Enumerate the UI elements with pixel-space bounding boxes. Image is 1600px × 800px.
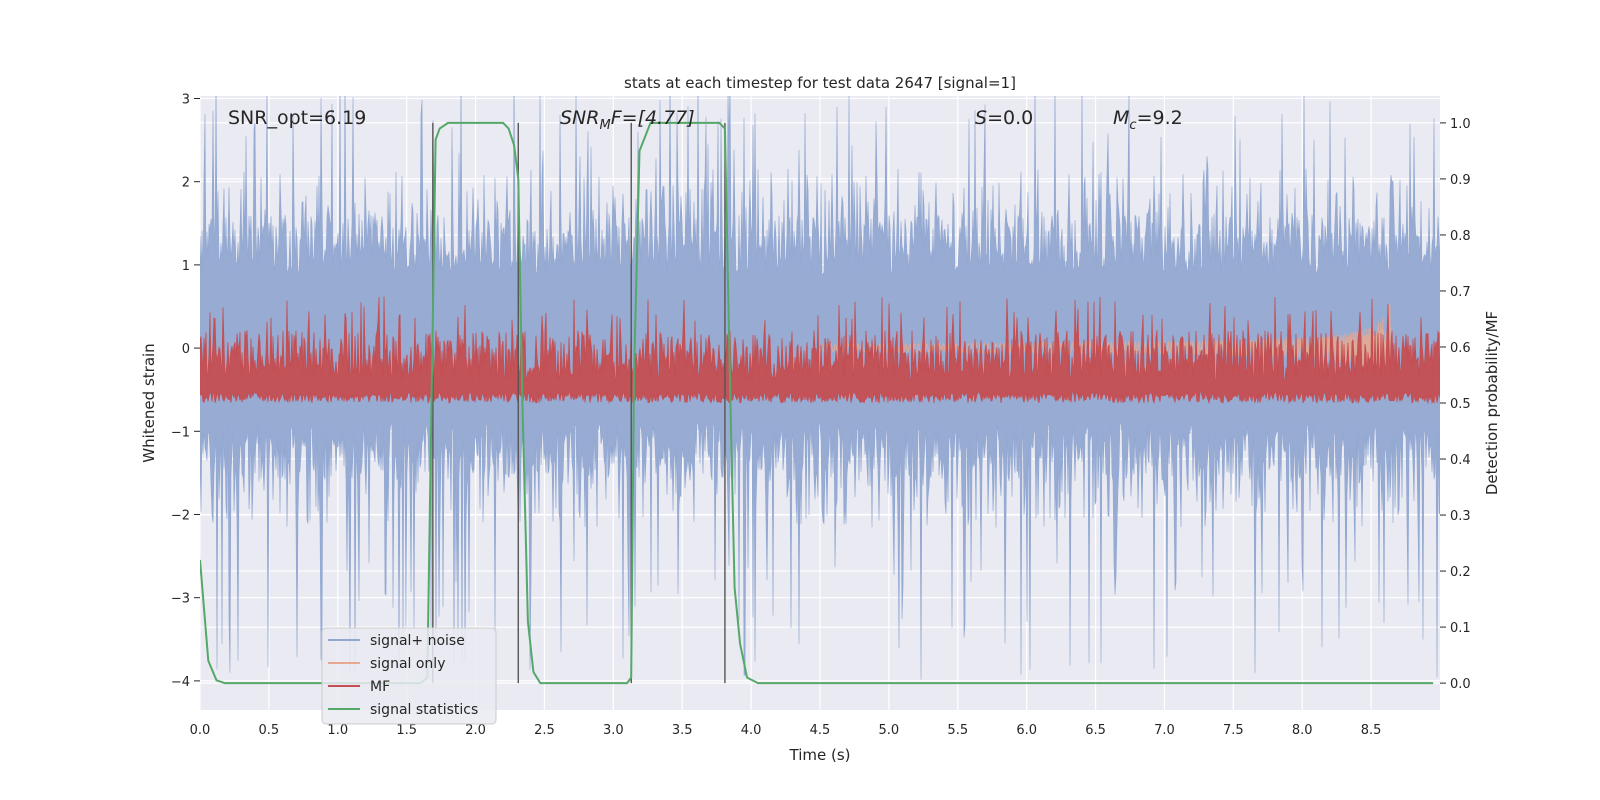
x-tick-label: 8.5: [1361, 723, 1382, 738]
y2-tick-label: 0.7: [1450, 285, 1471, 300]
y-tick-label: −4: [171, 675, 190, 690]
x-tick-label: 3.0: [603, 723, 624, 738]
legend-label-signal-noise: signal+ noise: [370, 633, 465, 649]
annotation-mc-rest: =9.2: [1137, 107, 1183, 129]
x-tick-label: 8.0: [1292, 723, 1313, 738]
y-tick-label: 3: [182, 92, 190, 107]
x-tick-label: 0.0: [190, 723, 211, 738]
x-tick-label: 1.5: [396, 723, 417, 738]
y2-tick-label: 1.0: [1450, 117, 1471, 132]
annotation-snr-mf-sub: M: [599, 118, 610, 133]
legend-label-signal-statistics: signal statistics: [370, 702, 478, 718]
legend-label-signal-only: signal only: [370, 656, 445, 672]
legend: signal+ noise signal only MF signal stat…: [321, 627, 497, 725]
annotation-snr-mf-main: SNR: [560, 107, 599, 129]
annotation-mc-var: M: [1113, 107, 1129, 129]
y2-tick-label: 0.0: [1450, 677, 1471, 692]
y-tick-label: −3: [171, 592, 190, 607]
x-tick-label: 5.5: [947, 723, 968, 738]
series-mf: [200, 296, 1440, 405]
legend-label-mf: MF: [370, 679, 390, 695]
x-tick-label: 6.0: [1016, 723, 1037, 738]
y2-tick-label: 0.3: [1450, 509, 1471, 524]
y2-tick-label: 0.5: [1450, 397, 1471, 412]
annotation-snr-opt: SNR_opt=6.19: [228, 107, 366, 129]
annotation-s-rest: =0.0: [987, 107, 1033, 129]
y2-tick-label: 0.8: [1450, 229, 1471, 244]
x-tick-label: 1.0: [327, 723, 348, 738]
y2-tick-label: 0.1: [1450, 621, 1471, 636]
y-axis-label: Whitened strain: [140, 343, 158, 462]
y-tick-label: 0: [182, 342, 190, 357]
annotation-mc-sub: c: [1129, 118, 1136, 133]
y-tick-label: 2: [182, 176, 190, 191]
annotation-mc: Mc=9.2: [1113, 107, 1183, 133]
x-tick-label: 4.0: [741, 723, 762, 738]
mf-band: [200, 296, 1440, 405]
y2-tick-label: 0.9: [1450, 173, 1471, 188]
x-axis: 0.0 0.5 1.0 1.5 2.0 2.5 3.0 3.5 4.0 4.5 5.0 5.5 6.0 6…: [190, 723, 1382, 738]
annotation-snr-mf-rest: F=[4.77]: [611, 107, 695, 129]
x-tick-label: 4.5: [810, 723, 831, 738]
x-tick-label: 3.5: [672, 723, 693, 738]
x-tick-label: 2.5: [534, 723, 555, 738]
annotation-s-var: S: [975, 107, 987, 129]
y2-tick-label: 0.4: [1450, 453, 1471, 468]
annotation-snr-mf: SNRMF=[4.77]: [560, 107, 695, 133]
y-tick-label: −1: [171, 425, 190, 440]
annotation-s: S=0.0: [975, 107, 1033, 129]
x-tick-label: 6.5: [1085, 723, 1106, 738]
legend-box: [321, 627, 497, 725]
x-tick-label: 5.0: [879, 723, 900, 738]
x-tick-label: 7.5: [1223, 723, 1244, 738]
y-tick-label: −2: [171, 508, 190, 523]
x-tick-label: 7.0: [1154, 723, 1175, 738]
y-tick-label: 1: [182, 259, 190, 274]
y2-tick-label: 0.6: [1450, 341, 1471, 356]
y2-tick-label: 0.2: [1450, 565, 1471, 580]
x-axis-label: Time (s): [789, 746, 851, 764]
y-axis-left: −4 −3 −2 −1 0 1 2 3: [171, 92, 200, 690]
x-tick-label: 0.5: [259, 723, 280, 738]
x-tick-label: 2.0: [465, 723, 486, 738]
chart-title: stats at each timestep for test data 264…: [624, 74, 1016, 92]
y-axis-right: 0.0 0.1 0.2 0.3 0.4 0.5 0.6 0.7 0.8 0.9 1.0: [1440, 117, 1471, 692]
y2-axis-label: Detection probability/MF: [1483, 311, 1501, 495]
